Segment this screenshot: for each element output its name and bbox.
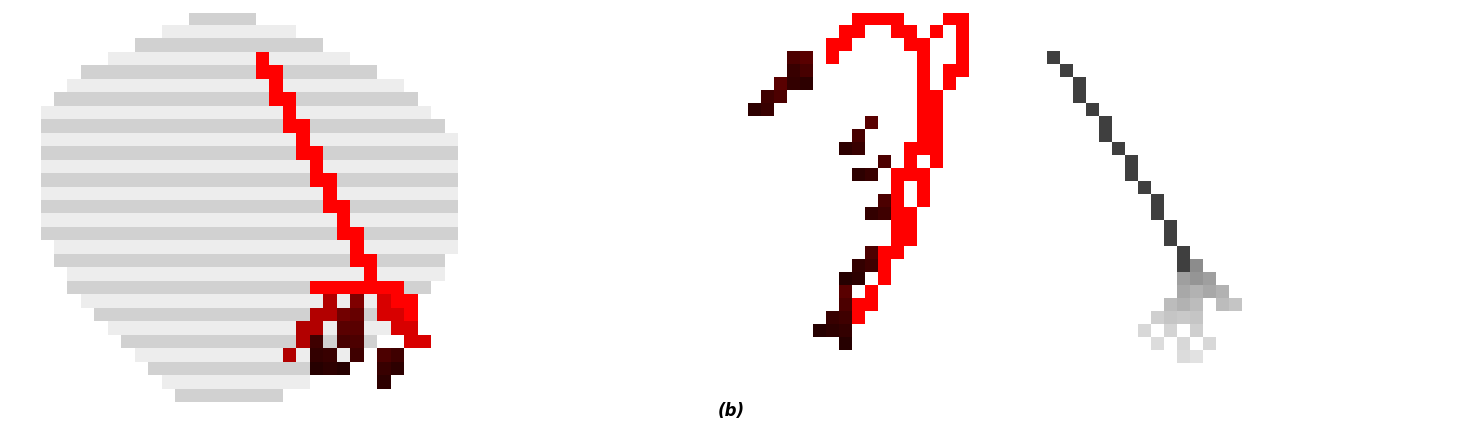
Text: (b): (b) [718, 402, 745, 420]
